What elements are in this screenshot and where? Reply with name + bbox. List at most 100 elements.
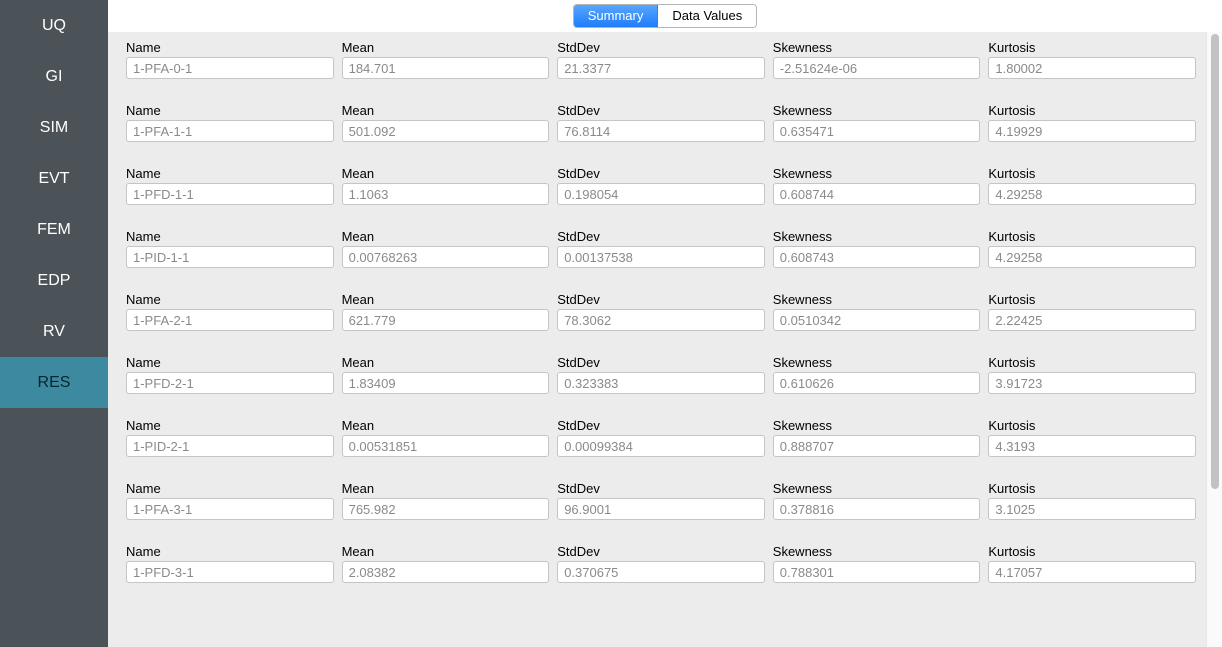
label-mean: Mean bbox=[342, 103, 550, 118]
input-name[interactable] bbox=[126, 309, 334, 331]
tab-summary[interactable]: Summary bbox=[574, 5, 659, 27]
input-stddev[interactable] bbox=[557, 309, 765, 331]
label-skewness: Skewness bbox=[773, 481, 981, 496]
input-skewness[interactable] bbox=[773, 561, 981, 583]
input-kurtosis[interactable] bbox=[988, 309, 1196, 331]
sidebar-item-label: GI bbox=[46, 68, 63, 86]
input-stddev[interactable] bbox=[557, 120, 765, 142]
input-stddev[interactable] bbox=[557, 372, 765, 394]
input-skewness[interactable] bbox=[773, 372, 981, 394]
segmented-control: SummaryData Values bbox=[573, 4, 757, 28]
input-name[interactable] bbox=[126, 561, 334, 583]
field-name: Name bbox=[126, 103, 334, 142]
sidebar-item-res[interactable]: RES bbox=[0, 357, 108, 408]
input-kurtosis[interactable] bbox=[988, 183, 1196, 205]
data-row: NameMeanStdDevSkewnessKurtosis bbox=[126, 481, 1196, 520]
label-kurtosis: Kurtosis bbox=[988, 229, 1196, 244]
sidebar-item-gi[interactable]: GI bbox=[0, 51, 108, 102]
input-skewness[interactable] bbox=[773, 309, 981, 331]
label-name: Name bbox=[126, 544, 334, 559]
input-stddev[interactable] bbox=[557, 183, 765, 205]
field-name: Name bbox=[126, 166, 334, 205]
scrollbar-thumb[interactable] bbox=[1211, 34, 1219, 489]
label-stddev: StdDev bbox=[557, 544, 765, 559]
label-kurtosis: Kurtosis bbox=[988, 40, 1196, 55]
content-wrapper: NameMeanStdDevSkewnessKurtosisNameMeanSt… bbox=[108, 32, 1222, 647]
field-kurtosis: Kurtosis bbox=[988, 103, 1196, 142]
input-name[interactable] bbox=[126, 498, 334, 520]
tab-data-values[interactable]: Data Values bbox=[658, 5, 756, 27]
summary-content: NameMeanStdDevSkewnessKurtosisNameMeanSt… bbox=[108, 32, 1206, 647]
sidebar-item-label: UQ bbox=[42, 17, 66, 35]
input-name[interactable] bbox=[126, 57, 334, 79]
input-name[interactable] bbox=[126, 435, 334, 457]
input-mean[interactable] bbox=[342, 372, 550, 394]
field-skewness: Skewness bbox=[773, 103, 981, 142]
input-mean[interactable] bbox=[342, 435, 550, 457]
label-name: Name bbox=[126, 355, 334, 370]
label-mean: Mean bbox=[342, 481, 550, 496]
input-name[interactable] bbox=[126, 120, 334, 142]
input-kurtosis[interactable] bbox=[988, 498, 1196, 520]
input-mean[interactable] bbox=[342, 57, 550, 79]
sidebar-item-rv[interactable]: RV bbox=[0, 306, 108, 357]
sidebar-item-fem[interactable]: FEM bbox=[0, 204, 108, 255]
sidebar-item-uq[interactable]: UQ bbox=[0, 0, 108, 51]
field-name: Name bbox=[126, 355, 334, 394]
label-name: Name bbox=[126, 103, 334, 118]
field-skewness: Skewness bbox=[773, 292, 981, 331]
label-skewness: Skewness bbox=[773, 40, 981, 55]
label-skewness: Skewness bbox=[773, 418, 981, 433]
input-kurtosis[interactable] bbox=[988, 57, 1196, 79]
input-skewness[interactable] bbox=[773, 498, 981, 520]
label-name: Name bbox=[126, 40, 334, 55]
sidebar-item-edp[interactable]: EDP bbox=[0, 255, 108, 306]
field-name: Name bbox=[126, 292, 334, 331]
label-name: Name bbox=[126, 418, 334, 433]
label-skewness: Skewness bbox=[773, 292, 981, 307]
sidebar: UQ GI SIMEVT FEM EDPRVRES bbox=[0, 0, 108, 647]
label-kurtosis: Kurtosis bbox=[988, 481, 1196, 496]
input-kurtosis[interactable] bbox=[988, 372, 1196, 394]
input-mean[interactable] bbox=[342, 309, 550, 331]
input-stddev[interactable] bbox=[557, 435, 765, 457]
field-stddev: StdDev bbox=[557, 292, 765, 331]
input-mean[interactable] bbox=[342, 120, 550, 142]
input-skewness[interactable] bbox=[773, 435, 981, 457]
input-kurtosis[interactable] bbox=[988, 561, 1196, 583]
sidebar-item-sim[interactable]: SIM bbox=[0, 102, 108, 153]
input-skewness[interactable] bbox=[773, 246, 981, 268]
input-mean[interactable] bbox=[342, 498, 550, 520]
field-skewness: Skewness bbox=[773, 418, 981, 457]
input-mean[interactable] bbox=[342, 183, 550, 205]
input-kurtosis[interactable] bbox=[988, 120, 1196, 142]
field-skewness: Skewness bbox=[773, 481, 981, 520]
field-stddev: StdDev bbox=[557, 418, 765, 457]
input-name[interactable] bbox=[126, 372, 334, 394]
input-stddev[interactable] bbox=[557, 561, 765, 583]
input-skewness[interactable] bbox=[773, 183, 981, 205]
label-stddev: StdDev bbox=[557, 292, 765, 307]
field-name: Name bbox=[126, 544, 334, 583]
label-name: Name bbox=[126, 292, 334, 307]
field-mean: Mean bbox=[342, 481, 550, 520]
input-stddev[interactable] bbox=[557, 57, 765, 79]
scrollbar-track[interactable] bbox=[1206, 32, 1222, 647]
label-stddev: StdDev bbox=[557, 229, 765, 244]
field-stddev: StdDev bbox=[557, 166, 765, 205]
field-stddev: StdDev bbox=[557, 40, 765, 79]
field-name: Name bbox=[126, 229, 334, 268]
input-skewness[interactable] bbox=[773, 57, 981, 79]
input-mean[interactable] bbox=[342, 561, 550, 583]
sidebar-item-label: FEM bbox=[37, 221, 71, 239]
sidebar-item-evt[interactable]: EVT bbox=[0, 153, 108, 204]
label-kurtosis: Kurtosis bbox=[988, 166, 1196, 181]
input-name[interactable] bbox=[126, 183, 334, 205]
input-name[interactable] bbox=[126, 246, 334, 268]
input-kurtosis[interactable] bbox=[988, 435, 1196, 457]
input-mean[interactable] bbox=[342, 246, 550, 268]
input-stddev[interactable] bbox=[557, 246, 765, 268]
input-kurtosis[interactable] bbox=[988, 246, 1196, 268]
input-stddev[interactable] bbox=[557, 498, 765, 520]
input-skewness[interactable] bbox=[773, 120, 981, 142]
